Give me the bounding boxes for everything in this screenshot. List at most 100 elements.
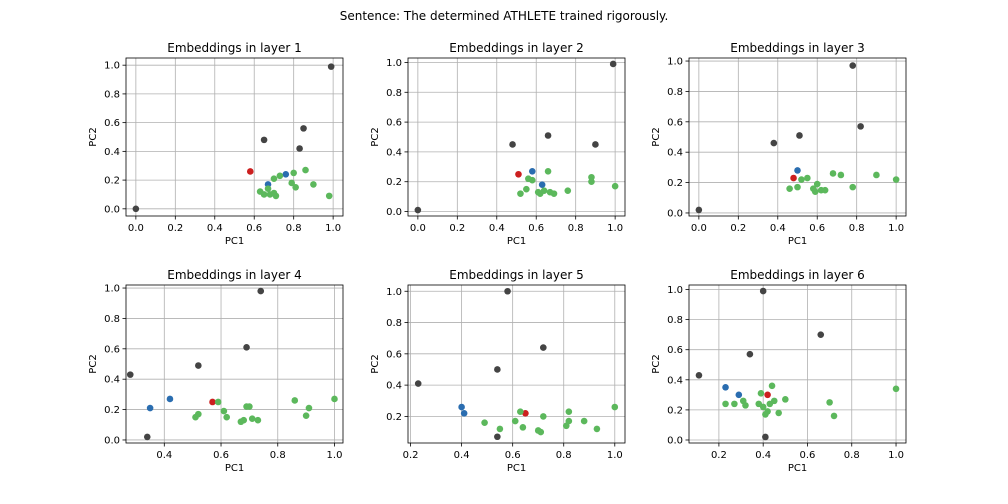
scatter-point-gray xyxy=(296,145,303,152)
scatter-point-green xyxy=(290,169,297,177)
scatter-point-gray xyxy=(695,206,703,214)
x-axis-label: PC1 xyxy=(507,463,526,474)
scatter-point-gray xyxy=(817,331,825,338)
scatter-point-green xyxy=(254,416,262,424)
scatter-point-gray xyxy=(300,125,307,132)
y-tick-label: 0.4 xyxy=(104,147,120,158)
y-tick-label: 0.4 xyxy=(104,375,120,386)
subplot-title: Embeddings in layer 2 xyxy=(449,41,583,55)
plot-frame xyxy=(407,57,626,217)
scatter-point-gray xyxy=(243,343,250,351)
subplot-title: Embeddings in layer 3 xyxy=(730,41,864,55)
scatter-point-gray xyxy=(504,287,511,295)
scatter-point-green xyxy=(272,192,280,200)
x-tick-label: 0.8 xyxy=(556,450,572,461)
x-axis-label: PC1 xyxy=(788,463,807,474)
subplot-layer-2: 0.0 0.2 0.4 0.6 0.8 1.0 0.0 0.2 0.4 0.6 0.8 1.0 Embe… xyxy=(370,41,626,247)
plot-frame xyxy=(125,57,344,217)
y-tick-label: 0.6 xyxy=(386,349,402,360)
scatter-point-green xyxy=(722,400,729,408)
scatter-point-green xyxy=(565,408,573,416)
y-tick-label: 1.0 xyxy=(104,284,120,295)
subplot-layer-6: 0.2 0.4 0.6 0.8 1.0 0.0 0.2 0.4 0.6 0.8 1.0 Embeddi… xyxy=(651,268,907,474)
scatter-point-blue xyxy=(460,409,468,417)
subplot-layer-4: 0.4 0.6 0.8 1.0 0.0 0.2 0.4 0.6 0.8 1.0 Embeddings… xyxy=(88,268,344,474)
scatter-point-green xyxy=(892,176,900,183)
scatter-point-gray xyxy=(759,287,767,295)
x-tick-label: 0.8 xyxy=(844,450,860,461)
x-axis-label: PC1 xyxy=(225,236,244,247)
plot-frame xyxy=(407,284,626,444)
y-tick-label: 0.6 xyxy=(104,118,120,129)
scatter-point-green xyxy=(511,417,519,425)
scatter-point-gray xyxy=(609,60,617,68)
scatter-point-gray xyxy=(796,132,803,139)
x-tick-label: 0.8 xyxy=(286,223,302,234)
y-tick-label: 0.0 xyxy=(104,435,120,446)
x-tick-label: 0.6 xyxy=(505,450,521,461)
scatter-point-green xyxy=(214,398,222,406)
subplot-title: Embeddings in layer 4 xyxy=(167,268,301,282)
x-tick-label: 1.0 xyxy=(607,450,623,461)
y-tick-label: 0.8 xyxy=(667,87,683,98)
scatter-point-green xyxy=(288,179,296,187)
scatter-point-gray xyxy=(857,123,864,130)
scatter-point-green xyxy=(611,182,619,190)
scatter-point-green xyxy=(537,428,545,436)
plot-frame xyxy=(688,57,907,217)
x-tick-label: 0.4 xyxy=(454,450,470,461)
scatter-point-green xyxy=(292,183,299,191)
x-tick-label: 0.2 xyxy=(730,223,746,234)
y-axis-label: PC2 xyxy=(370,127,381,146)
scatter-point-red xyxy=(522,409,529,417)
x-tick-label: 0.2 xyxy=(167,223,183,234)
scatter-point-green xyxy=(564,187,572,194)
x-axis-label: PC1 xyxy=(507,236,526,247)
scatter-point-gray xyxy=(126,371,134,378)
scatter-point-blue xyxy=(794,167,801,174)
x-tick-label: 0.0 xyxy=(410,223,426,234)
scatter-point-green xyxy=(260,191,268,198)
scatter-point-green xyxy=(813,180,821,188)
x-tick-label: 0.4 xyxy=(755,450,771,461)
scatter-point-green xyxy=(759,403,767,411)
scatter-point-green xyxy=(611,403,619,411)
scatter-point-blue xyxy=(282,171,290,178)
scatter-point-green xyxy=(794,183,801,191)
scatter-point-green xyxy=(821,186,829,194)
y-axis-label: PC2 xyxy=(651,354,662,373)
scatter-point-gray xyxy=(746,350,754,358)
scatter-point-green xyxy=(310,181,317,188)
scatter-point-green xyxy=(565,417,573,425)
scatter-point-green xyxy=(302,412,310,419)
scatter-point-gray xyxy=(494,433,501,441)
scatter-point-green xyxy=(528,176,536,184)
y-tick-label: 0.8 xyxy=(386,88,402,99)
scatter-point-green xyxy=(770,397,778,405)
scatter-point-gray xyxy=(540,344,547,351)
scatter-point-green xyxy=(830,412,838,420)
scatter-point-green xyxy=(325,192,333,200)
scatter-point-green xyxy=(580,417,588,425)
scatter-point-green xyxy=(302,166,309,174)
scatter-point-green xyxy=(873,171,880,179)
x-tick-label: 0.4 xyxy=(489,223,505,234)
scatter-point-green xyxy=(798,176,805,183)
scatter-point-green xyxy=(811,188,819,195)
scatter-point-green xyxy=(220,407,228,415)
scatter-point-green xyxy=(768,382,776,390)
scatter-point-blue xyxy=(722,384,729,391)
y-tick-label: 1.0 xyxy=(667,285,683,296)
x-tick-label: 1.0 xyxy=(607,223,623,234)
scatter-point-blue xyxy=(735,391,743,399)
x-axis-label: PC1 xyxy=(225,463,244,474)
scatter-point-green xyxy=(291,397,299,404)
scatter-point-gray xyxy=(770,139,778,147)
subplot-title: Embeddings in layer 5 xyxy=(449,268,583,282)
y-tick-label: 0.2 xyxy=(104,405,120,416)
scatter-point-red xyxy=(515,170,522,178)
scatter-point-gray xyxy=(544,132,552,139)
plot-frame xyxy=(125,284,344,444)
y-tick-label: 0.8 xyxy=(104,89,120,100)
y-tick-label: 0.4 xyxy=(667,375,683,386)
